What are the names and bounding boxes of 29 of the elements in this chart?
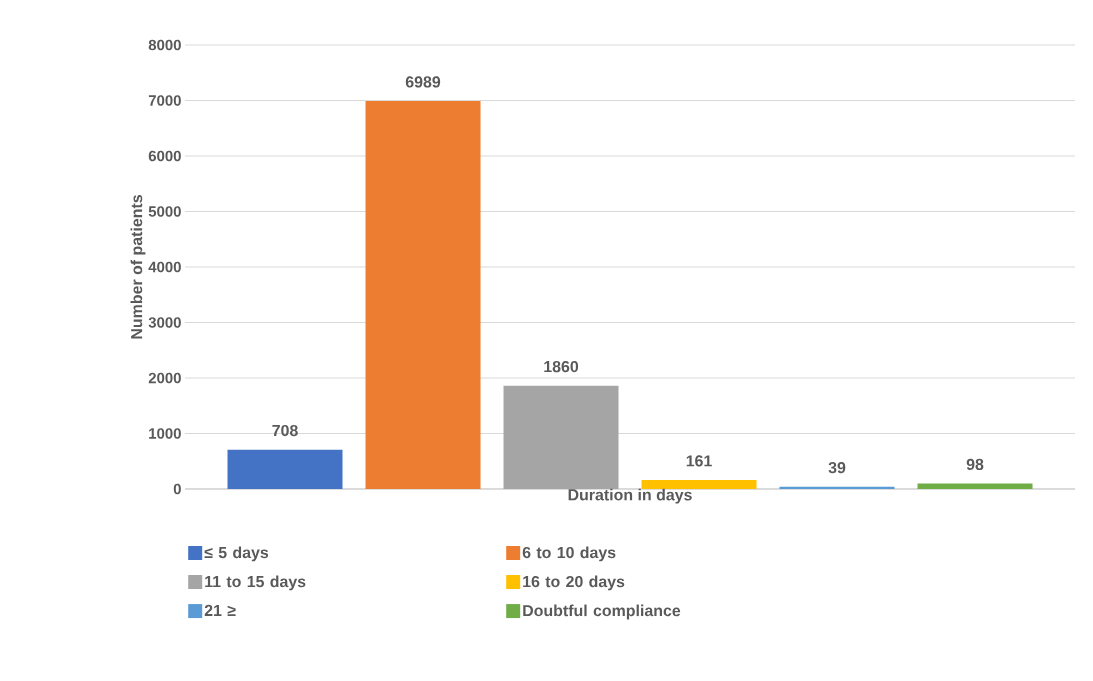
bar (641, 480, 757, 489)
bar (917, 483, 1033, 489)
data-label: 1860 (544, 360, 579, 373)
legend-label: 11 to 15 days (205, 575, 306, 591)
legend-label: ≤ 5 days (204, 546, 269, 562)
y-tick-label: 3000 (148, 317, 181, 328)
legend-label: 16 to 20 days (523, 575, 625, 591)
bar (779, 486, 895, 489)
legend-label: 6 to 10 days (522, 546, 616, 562)
bar (227, 449, 343, 489)
data-label: 98 (966, 458, 984, 471)
legend-label: Doubtful compliance (523, 604, 681, 620)
data-label: 39 (828, 462, 846, 474)
y-tick-label: 8000 (148, 39, 181, 51)
y-tick-label: 5000 (148, 206, 181, 217)
data-label: 708 (272, 424, 298, 437)
x-axis-title: Duration in days (568, 488, 692, 504)
y-tick-label: 7000 (148, 95, 181, 106)
y-tick-label: 4000 (148, 261, 181, 273)
y-tick-label: 1000 (149, 428, 181, 439)
bar (503, 385, 619, 489)
legend-label: 21 ≥ (204, 604, 236, 616)
y-tick-label: 0 (173, 483, 181, 495)
data-label: 6989 (405, 76, 441, 88)
y-axis-title: Number of patients (130, 195, 146, 339)
y-tick-label: 6000 (148, 150, 181, 162)
y-tick-label: 2000 (148, 372, 181, 384)
data-label: 161 (686, 455, 712, 467)
bar (365, 101, 481, 489)
